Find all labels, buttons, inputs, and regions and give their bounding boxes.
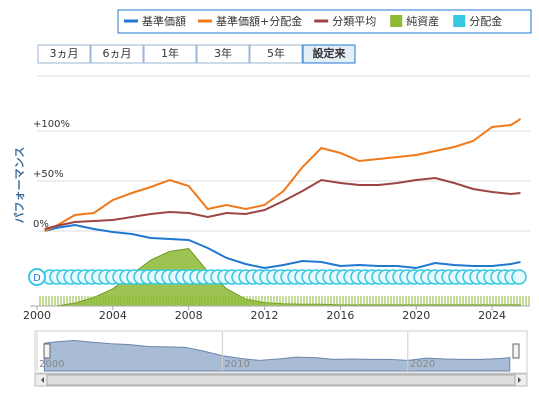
range-button-label[interactable]: 設定来 bbox=[313, 46, 347, 60]
range-button-label[interactable]: 1年 bbox=[161, 46, 179, 60]
scroll-right[interactable] bbox=[518, 377, 521, 383]
range-button[interactable] bbox=[249, 44, 303, 64]
navigator-tick-label: 2020 bbox=[410, 359, 435, 370]
navigator-handle[interactable] bbox=[512, 343, 520, 359]
y-tick-label: 0% bbox=[33, 219, 49, 230]
legend-label[interactable]: 分配金 bbox=[469, 14, 502, 28]
y-axis-label: パフォーマンス bbox=[13, 147, 26, 224]
line bbox=[44, 176, 521, 230]
x-tick-label: 2016 bbox=[326, 309, 354, 322]
legend-label[interactable]: 基準価額 bbox=[142, 14, 186, 28]
range-button[interactable] bbox=[37, 44, 91, 64]
legend-swatch bbox=[453, 15, 466, 27]
navigator-handle[interactable] bbox=[43, 343, 51, 359]
legend-swatch bbox=[390, 15, 403, 27]
range-button[interactable] bbox=[196, 44, 250, 64]
legend-label[interactable]: 分類平均 bbox=[332, 15, 376, 28]
range-button-label[interactable]: 5年 bbox=[267, 46, 285, 60]
scrollbar-thumb[interactable] bbox=[46, 374, 516, 386]
x-tick-label: 2000 bbox=[23, 309, 51, 322]
x-tick-label: 2004 bbox=[99, 309, 127, 322]
legend-label[interactable]: 基準価額+分配金 bbox=[216, 14, 302, 28]
flag-badge[interactable] bbox=[28, 268, 46, 286]
x-tick-label: 2020 bbox=[402, 309, 430, 322]
range-button[interactable] bbox=[143, 44, 197, 64]
range-button-label[interactable]: 3ヵ月 bbox=[50, 47, 79, 60]
scroll-left[interactable] bbox=[41, 377, 44, 383]
y-tick-label: +50% bbox=[33, 169, 64, 180]
navigator-tick-label: 2000 bbox=[39, 359, 64, 370]
navigator-tick-label: 2010 bbox=[224, 359, 249, 370]
line bbox=[44, 223, 521, 270]
line bbox=[44, 118, 522, 232]
flag-label[interactable]: D bbox=[33, 273, 41, 284]
x-tick-label: 2012 bbox=[251, 309, 279, 322]
range-button[interactable] bbox=[302, 44, 356, 64]
range-button-label[interactable]: 3年 bbox=[214, 46, 232, 60]
legend-label[interactable]: 純資産 bbox=[406, 15, 439, 28]
x-tick-label: 2024 bbox=[478, 309, 506, 322]
dividend-flag[interactable] bbox=[511, 269, 527, 285]
range-button[interactable] bbox=[90, 44, 144, 64]
y-tick-label: +100% bbox=[33, 119, 70, 130]
navigator-area bbox=[43, 339, 511, 372]
x-tick-label: 2008 bbox=[175, 309, 203, 322]
range-button-label[interactable]: 6ヵ月 bbox=[103, 47, 132, 60]
